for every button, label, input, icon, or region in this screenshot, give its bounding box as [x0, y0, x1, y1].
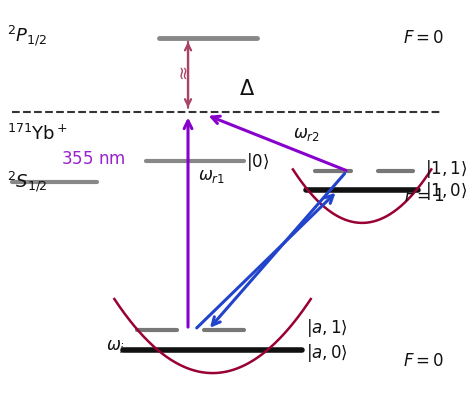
Text: $\omega_i$: $\omega_i$	[107, 337, 126, 355]
Text: $F = 0$: $F = 0$	[403, 352, 445, 370]
Text: $|0\rangle$: $|0\rangle$	[246, 151, 269, 173]
Text: $\omega_{r1}$: $\omega_{r1}$	[198, 166, 225, 185]
Text: $|1,0\rangle$: $|1,0\rangle$	[425, 180, 467, 202]
Text: $|1,1\rangle$: $|1,1\rangle$	[425, 158, 467, 181]
Text: $\Delta$: $\Delta$	[239, 79, 255, 99]
Text: $|a,1\rangle$: $|a,1\rangle$	[306, 317, 348, 339]
Text: $^2P_{1/2}$: $^2P_{1/2}$	[7, 23, 47, 48]
Text: $\omega_{r2}$: $\omega_{r2}$	[293, 126, 320, 143]
Text: $|a,0\rangle$: $|a,0\rangle$	[306, 342, 348, 364]
Text: $^{171}\mathrm{Yb}^+$: $^{171}\mathrm{Yb}^+$	[7, 124, 68, 144]
Text: $F = 0$: $F = 0$	[403, 29, 445, 47]
Text: $355$ nm: $355$ nm	[61, 150, 125, 168]
Text: $\approx$: $\approx$	[174, 65, 192, 84]
Text: $F = 1$: $F = 1$	[403, 187, 445, 205]
Text: $^2S_{1/2}$: $^2S_{1/2}$	[7, 169, 48, 194]
